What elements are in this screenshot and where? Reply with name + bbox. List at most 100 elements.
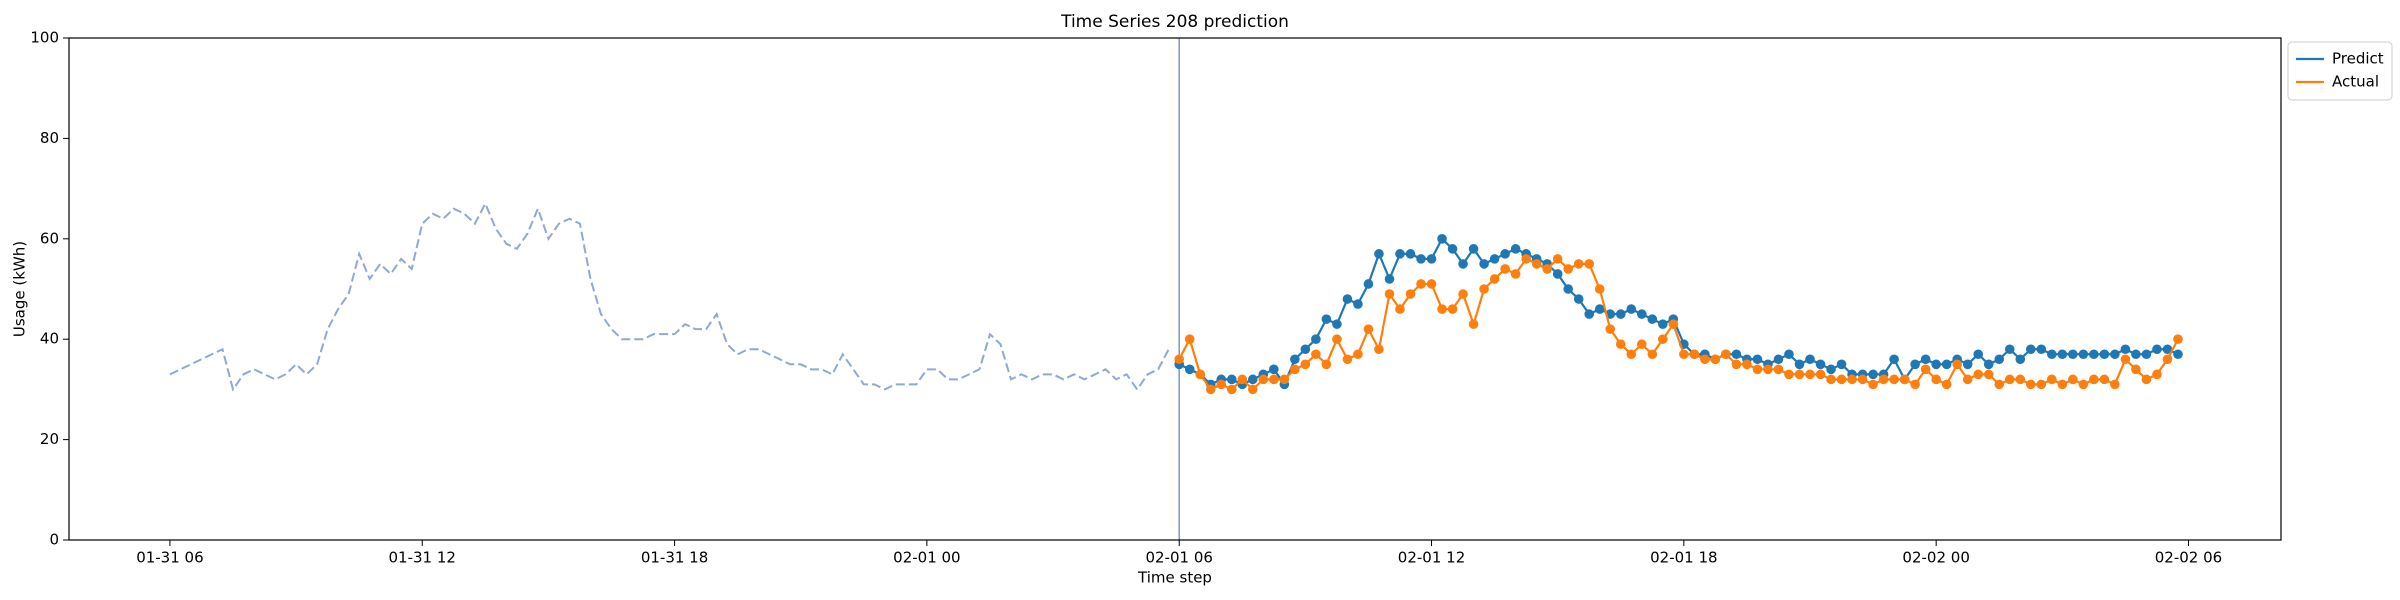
data-point [1458,289,1468,299]
data-point [1973,349,1984,360]
data-point [1447,304,1458,314]
data-point [1374,249,1384,259]
y-tick-label: 40 [40,330,59,348]
data-point [2110,379,2120,390]
x-axis-label: Time step [1137,569,1212,587]
plot-frame [68,37,2282,541]
data-point [1731,349,1742,360]
series-line [169,201,1170,392]
data-point [2131,349,2141,360]
data-point [1531,259,1542,269]
data-point [1920,354,1931,365]
data-point [1689,349,1700,360]
y-tick-label: 80 [40,129,59,147]
data-point [2047,374,2057,385]
data-point [1931,359,1941,370]
data-point [1184,364,1195,375]
data-point [2110,349,2120,360]
data-point [1636,339,1647,350]
data-point [1258,374,1269,385]
data-point [1763,364,1773,375]
data-point [1311,349,1321,360]
data-point [1815,359,1826,370]
data-point [1941,379,1952,390]
data-point [1342,354,1353,365]
data-point [2099,349,2110,360]
data-point [1363,279,1374,289]
data-point [1994,379,2005,390]
data-point [2152,344,2162,355]
data-point [1269,364,1279,375]
y-tick-label: 20 [40,430,59,448]
x-tick-label: 02-01 18 [1650,549,1717,567]
data-point [2141,349,2152,360]
data-point [1300,359,1311,370]
data-point [1805,369,1815,380]
data-point [1290,354,1300,365]
data-point [1426,254,1437,264]
data-point [1626,304,1637,314]
data-point [1247,374,1258,385]
data-point [1426,279,1437,289]
data-point [1384,274,1395,284]
data-point [1521,254,1531,264]
data-point [1584,309,1595,319]
data-point [1405,249,1416,259]
data-point [1573,294,1584,304]
data-point [1983,369,1994,380]
data-point [1994,354,2005,365]
x-tick-label: 02-01 00 [893,549,960,567]
data-point [1321,314,1332,324]
data-point [1794,369,1805,380]
data-point [2089,374,2099,385]
data-point [1489,274,1500,284]
data-point [2078,349,2089,360]
data-point [1615,309,1626,319]
data-point [1868,379,1878,390]
x-tick-label: 01-31 18 [641,549,708,567]
data-point [1447,244,1458,254]
data-point [1594,284,1605,294]
data-point [1321,359,1332,370]
data-point [1668,319,1679,329]
x-tick-label: 02-01 06 [1145,549,1212,567]
data-point [1416,254,1426,264]
data-point [1636,309,1647,319]
data-point [1479,259,1489,269]
x-tick-label: 01-31 12 [389,549,456,567]
x-tick-label: 02-01 12 [1398,549,1465,567]
data-point [1479,284,1489,294]
data-point [1752,364,1763,375]
data-point [1742,359,1752,370]
data-point [1721,349,1731,360]
data-point [1353,299,1363,309]
data-point [1195,369,1206,380]
data-point [1615,339,1626,350]
data-point [1510,269,1521,279]
data-point [1332,334,1342,345]
data-point [2162,344,2173,355]
data-point [1468,244,1479,254]
data-point [2015,354,2026,365]
data-point [2036,344,2047,355]
x-tick-label: 02-02 00 [1902,549,1969,567]
x-tick-label: 01-31 06 [136,549,203,567]
data-point [1552,269,1563,279]
data-point [1784,349,1794,360]
data-point [1710,354,1721,365]
data-point [1679,349,1689,360]
data-point [1237,374,1248,385]
data-point [1920,364,1931,375]
data-point [1700,354,1710,365]
data-point [1878,374,1889,385]
data-point [2068,349,2078,360]
data-point [2131,364,2141,375]
data-point [1962,374,1973,385]
data-point [1626,349,1637,360]
data-point [1731,359,1742,370]
data-point [1594,304,1605,314]
data-point [1889,374,1899,385]
legend-label: Predict [2332,50,2384,68]
data-point [1247,384,1258,395]
